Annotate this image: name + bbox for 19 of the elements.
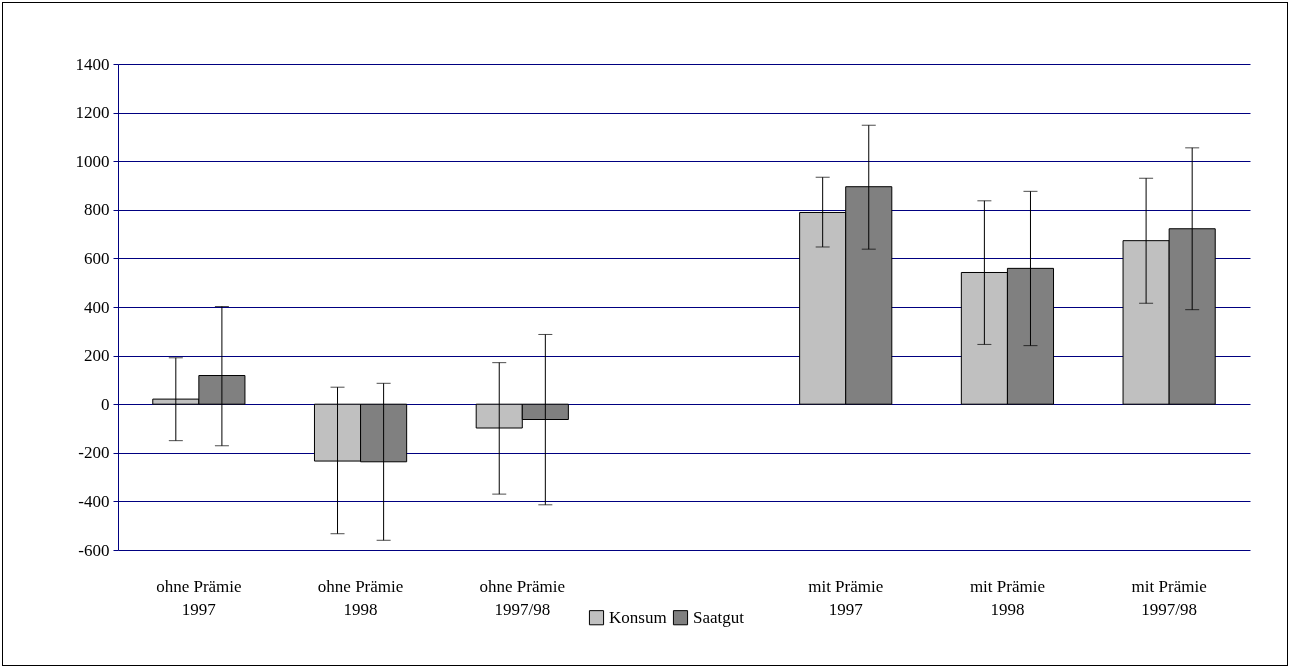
y-tick-label: -200 [78, 443, 110, 463]
y-tick-label: 400 [84, 297, 110, 317]
x-tick-label: ohne Prämie 1998 [317, 576, 404, 619]
y-tick-label: 1400 [75, 54, 110, 74]
y-tick-label: 800 [84, 200, 110, 220]
legend-label: Konsum [609, 607, 667, 627]
x-tick-label: mit Prämie 1998 [969, 576, 1045, 619]
x-tick-label: mit Prämie 1997/98 [1131, 576, 1207, 619]
y-tick-label: -600 [78, 540, 110, 560]
y-tick-label: 600 [84, 248, 110, 268]
y-tick-label: 1200 [75, 103, 110, 123]
y-tick-label: 1000 [75, 151, 110, 171]
x-tick-label: ohne Prämie 1997 [156, 576, 242, 619]
legend-label: Saatgut [693, 607, 745, 627]
y-tick-label: -400 [78, 491, 110, 511]
x-tick-label: ohne Prämie 1997/98 [479, 576, 566, 619]
x-tick-label: mit Prämie 1997 [808, 576, 884, 619]
y-tick-label: 0 [101, 394, 110, 414]
y-tick-label: 200 [84, 346, 110, 366]
